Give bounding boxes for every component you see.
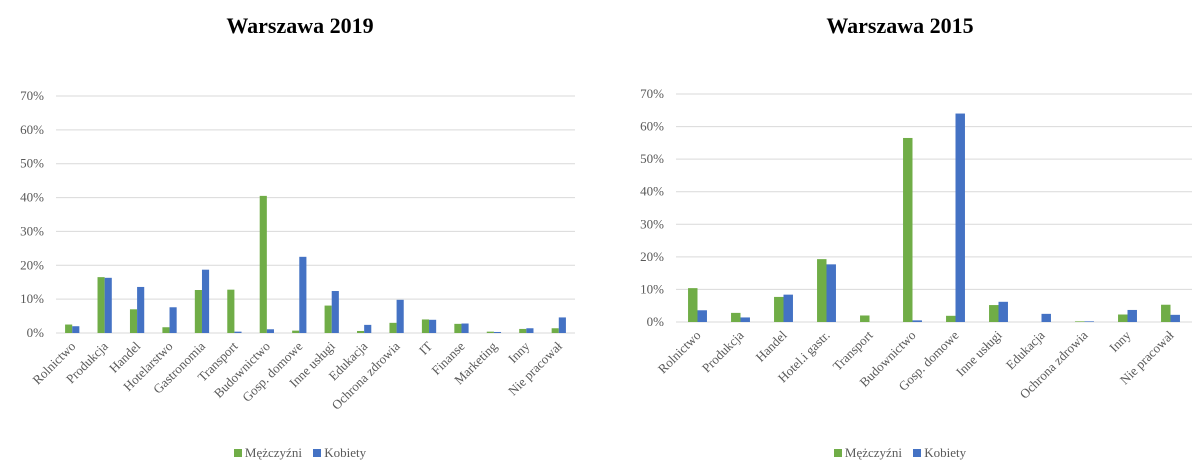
bar-women	[740, 317, 750, 322]
y-tick-label: 50%	[20, 156, 44, 171]
bar-women	[169, 307, 177, 333]
y-tick-label: 20%	[640, 249, 664, 264]
y-tick-label: 20%	[20, 257, 44, 272]
bar-women	[364, 324, 372, 333]
bar-women	[526, 328, 534, 333]
bar-men	[97, 277, 105, 333]
bar-women	[558, 317, 566, 333]
y-tick-label: 50%	[640, 151, 664, 166]
y-tick-label: 60%	[20, 122, 44, 137]
legend-label-women: Kobiety	[924, 445, 967, 460]
bar-women	[331, 291, 339, 333]
bar-women	[493, 331, 502, 333]
legend-swatch-men	[233, 449, 242, 458]
y-tick-label: 0%	[647, 314, 665, 329]
x-tick-label: Handel	[752, 327, 789, 364]
bar-men	[1161, 304, 1171, 322]
bar-men	[688, 288, 698, 322]
bar-men	[259, 195, 267, 333]
legend-swatch-men	[833, 449, 842, 458]
bar-men	[454, 323, 462, 333]
legend-label-men: Mężczyźni	[244, 445, 302, 460]
bar-men	[486, 331, 494, 333]
bar-women	[1127, 309, 1137, 322]
chart-panel-2015: Warszawa 2015 0% 10% 20% 30% 40% 50% 60% 70% Rol…	[600, 0, 1200, 464]
legend: Mężczyźni Kobiety	[0, 445, 600, 461]
bar-men	[162, 327, 170, 333]
chart-title: Warszawa 2019	[226, 13, 374, 38]
legend-swatch-women	[313, 449, 322, 458]
legend-label-men: Mężczyźni	[844, 445, 902, 460]
bar-men	[357, 330, 365, 333]
y-tick-label: 10%	[640, 281, 664, 296]
legend: Mężczyźni Kobiety	[600, 445, 1200, 461]
legend-item-women: Kobiety	[913, 445, 966, 461]
bar-men	[292, 330, 300, 333]
bar-women	[104, 277, 112, 333]
chart-panel-2019: Warszawa 2019 0% 10% 20% 30% 40% 50% 60% 70% Rol…	[0, 13, 600, 461]
bar-women	[234, 331, 242, 333]
bar-men	[1075, 321, 1085, 322]
bar-women	[826, 264, 836, 322]
bar-women	[783, 294, 793, 322]
bar-men	[551, 328, 559, 333]
bar-men	[731, 312, 741, 322]
bar-women	[72, 326, 80, 333]
bar-women	[912, 320, 922, 322]
legend-swatch-women	[913, 449, 922, 458]
bar-men	[65, 324, 73, 333]
bar-women	[201, 269, 210, 333]
legend-item-women: Kobiety	[313, 445, 366, 461]
x-tick-label: Produkcja	[699, 327, 747, 375]
bar-women	[396, 299, 404, 333]
bar-men	[194, 290, 202, 333]
y-tick-label: 40%	[20, 190, 44, 205]
y-tick-label: 70%	[20, 88, 44, 103]
x-tick-label: Inny	[505, 338, 533, 366]
bar-men	[129, 309, 138, 333]
bar-women	[1041, 313, 1051, 322]
x-tick-label: IT	[416, 338, 435, 357]
bar-men	[989, 305, 999, 322]
bar-men	[324, 305, 332, 333]
bar-women	[697, 310, 707, 322]
bar-men	[817, 259, 827, 322]
x-tick-label: Inny	[1106, 327, 1134, 355]
y-tick-label: 30%	[640, 216, 664, 231]
y-tick-label: 0%	[27, 325, 45, 340]
bar-women	[429, 319, 437, 333]
bar-men	[946, 315, 956, 322]
bar-men	[860, 315, 870, 322]
bar-chart-2015: 0% 10% 20% 30% 40% 50% 60% 70% RolnictwoProdukcj…	[640, 86, 1192, 402]
bar-men	[1118, 314, 1128, 322]
bar-women	[137, 286, 145, 333]
bar-women	[1170, 314, 1180, 322]
bar-men	[227, 289, 235, 333]
bar-women	[266, 329, 274, 333]
y-tick-label: 40%	[640, 184, 664, 199]
bar-women	[461, 323, 469, 333]
bar-women	[299, 256, 307, 333]
bar-men	[519, 328, 527, 333]
chart-title: Warszawa 2015	[826, 13, 974, 38]
bar-women	[1084, 321, 1094, 322]
y-tick-label: 60%	[640, 119, 664, 134]
x-tick-label: Inne usługi	[953, 327, 1005, 379]
bar-women	[955, 113, 965, 323]
legend-label-women: Kobiety	[324, 445, 367, 460]
bar-men	[421, 319, 430, 333]
bar-men	[774, 296, 784, 322]
x-tick-label: Rolnictwo	[655, 328, 704, 377]
bar-men	[903, 137, 913, 322]
legend-item-men: Mężczyźni	[833, 445, 902, 461]
legend-item-men: Mężczyźni	[233, 445, 302, 461]
bar-men	[389, 322, 397, 333]
y-tick-label: 70%	[640, 86, 664, 101]
bar-women	[998, 301, 1008, 322]
y-tick-label: 10%	[20, 291, 44, 306]
bar-chart-2019: 0%10%20%30%40%50%60%70%RolnictwoProdukcj…	[20, 88, 575, 413]
y-tick-label: 30%	[20, 223, 44, 238]
